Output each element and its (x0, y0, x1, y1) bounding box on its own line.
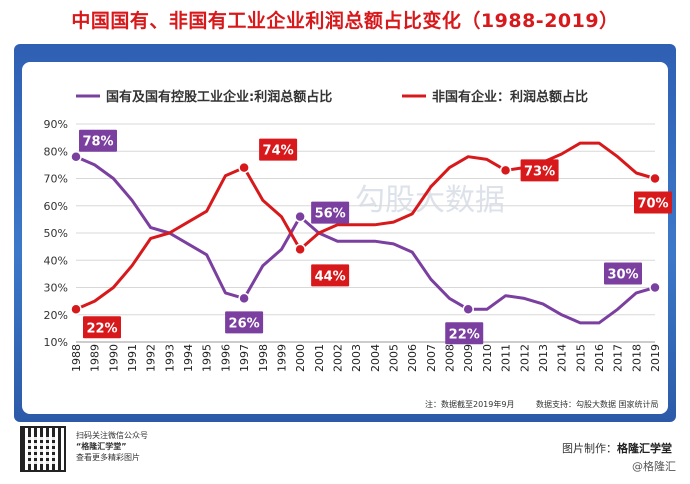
chart-title: 中国国有、非国有工业企业利润总额占比变化（1988-2019） (71, 10, 619, 32)
x-tick-label: 2007 (425, 344, 438, 372)
data-point-marker (649, 172, 661, 185)
x-tick-label: 2008 (444, 344, 457, 372)
y-tick-label: 60% (44, 200, 68, 213)
footer-promo: 扫码关注微信公众号 “格隆汇学堂” 查看更多精彩图片 (76, 430, 148, 463)
legend-label: 非国有企业：利润总额占比 (432, 89, 588, 105)
x-tick-label: 2013 (537, 344, 550, 372)
x-tick-label: 2010 (481, 344, 494, 372)
x-tick-label: 2015 (574, 344, 587, 372)
footer-scan-text: 扫码关注微信公众号 (76, 431, 148, 440)
data-label: 30% (607, 268, 638, 283)
x-tick-label: 1997 (238, 344, 251, 372)
x-tick-label: 1996 (219, 344, 232, 372)
series-line-1 (74, 141, 657, 311)
weibo-handle: @格隆汇 (632, 460, 676, 473)
data-label-box (79, 129, 117, 152)
data-label: 26% (229, 316, 260, 331)
credit-brand: 格隆汇学堂 (617, 442, 672, 455)
data-label-box (83, 316, 121, 339)
data-label-box (259, 138, 298, 161)
x-tick-label: 1993 (163, 344, 176, 372)
x-tick-label: 1992 (145, 344, 158, 372)
data-label: 22% (86, 321, 117, 336)
footer-credit: 图片制作：格隆汇学堂 (562, 440, 672, 456)
y-tick-label: 10% (44, 336, 68, 349)
y-tick-label: 30% (44, 282, 68, 295)
data-point-marker (649, 281, 661, 294)
x-tick-label: 2006 (406, 344, 419, 372)
x-tick-label: 2014 (556, 344, 569, 372)
x-tick-label: 2003 (350, 344, 363, 372)
x-tick-label: 2009 (462, 344, 475, 372)
data-point-marker (294, 210, 306, 223)
footnote: 注：数据截至2019年9月 (425, 399, 514, 409)
data-label: 56% (315, 207, 346, 222)
data-point-marker (294, 243, 306, 256)
x-tick-label: 1998 (257, 344, 270, 372)
data-label: 73% (524, 164, 555, 179)
x-tick-label: 1999 (275, 344, 288, 372)
x-tick-label: 1995 (201, 344, 214, 372)
data-label-box (225, 311, 264, 334)
data-point-marker (238, 161, 250, 174)
x-tick-label: 2004 (369, 344, 382, 372)
data-point-marker (70, 303, 82, 316)
data-label-box (634, 191, 672, 214)
credit-label: 图片制作： (562, 442, 617, 455)
x-tick-label: 2001 (313, 344, 326, 372)
series-line-0 (74, 155, 657, 325)
x-tick-label: 1991 (126, 344, 139, 372)
data-label-box (520, 159, 559, 182)
x-tick-label: 2011 (500, 344, 513, 372)
y-tick-label: 20% (44, 309, 68, 322)
y-tick-label: 90% (44, 118, 68, 131)
data-source: 数据支持：勾股大数据 国家统计局 (536, 399, 659, 409)
x-tick-label: 2005 (388, 344, 401, 372)
data-label-box (311, 264, 350, 287)
chart-panel (22, 62, 668, 414)
x-tick-label: 2017 (612, 344, 625, 372)
data-point-marker (238, 292, 250, 305)
legend-label: 国有及国有控股工业企业:利润总额占比 (106, 89, 332, 105)
data-point-marker (499, 164, 512, 177)
data-label-box (604, 262, 642, 285)
x-tick-label: 1990 (107, 344, 120, 372)
y-tick-label: 80% (44, 145, 68, 158)
data-point-marker (70, 150, 82, 163)
data-point-marker (462, 303, 474, 316)
footer-account: “格隆汇学堂” (76, 442, 127, 451)
x-tick-label: 2012 (518, 344, 531, 372)
x-tick-label: 1994 (182, 344, 195, 372)
x-tick-label: 1989 (89, 344, 102, 372)
x-tick-label: 2018 (630, 344, 643, 372)
data-label: 22% (449, 327, 480, 342)
data-label: 44% (315, 269, 346, 284)
y-tick-label: 50% (44, 227, 68, 240)
data-label-box (311, 201, 350, 224)
x-tick-label: 2019 (649, 344, 662, 372)
data-label: 70% (637, 197, 668, 212)
footer-more-text: 查看更多精彩图片 (76, 453, 140, 462)
y-tick-label: 40% (44, 254, 68, 267)
data-label: 78% (82, 135, 113, 150)
qr-code (20, 426, 66, 472)
data-label-box (445, 322, 484, 345)
data-label: 74% (263, 144, 294, 159)
x-tick-label: 2000 (294, 344, 307, 372)
x-tick-label: 1988 (70, 344, 83, 372)
y-tick-label: 70% (44, 173, 68, 186)
x-tick-label: 2016 (593, 344, 606, 372)
x-tick-label: 2002 (331, 344, 344, 372)
